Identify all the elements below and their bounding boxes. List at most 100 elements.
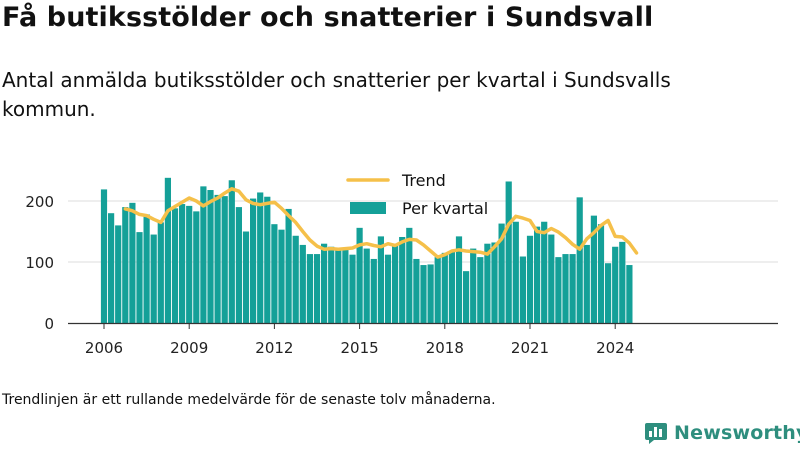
bar bbox=[434, 257, 441, 323]
bar bbox=[384, 254, 392, 323]
bar bbox=[129, 202, 136, 323]
bar bbox=[590, 215, 597, 323]
x-axis: 2006 2009 2012 2015 2018 2021 2024 bbox=[68, 322, 778, 357]
newsworthy-logo: Newsworthy bbox=[644, 419, 800, 447]
x-tick-label: 2009 bbox=[170, 339, 208, 357]
bar bbox=[278, 229, 285, 323]
brand-name: Newsworthy bbox=[674, 422, 800, 444]
bar-chart-icon bbox=[645, 423, 667, 444]
bar bbox=[470, 248, 477, 323]
bar bbox=[413, 258, 420, 323]
bar bbox=[484, 243, 491, 323]
y-axis-ticks: 0 100 200 bbox=[25, 193, 54, 333]
trend-line bbox=[123, 187, 639, 259]
bar bbox=[463, 271, 470, 323]
bar bbox=[491, 242, 498, 323]
legend-bars-swatch bbox=[350, 202, 386, 214]
y-tick-label: 200 bbox=[25, 193, 54, 211]
bar bbox=[299, 244, 306, 323]
chart-title: Få butiksstölder och snatterier i Sundsv… bbox=[2, 2, 654, 33]
bar bbox=[441, 252, 448, 323]
bar bbox=[264, 196, 271, 323]
bar bbox=[377, 236, 384, 323]
x-tick-label: 2006 bbox=[85, 339, 123, 357]
bar bbox=[115, 225, 122, 323]
bar bbox=[214, 194, 221, 323]
bar bbox=[164, 177, 171, 323]
y-tick-label: 100 bbox=[25, 254, 54, 272]
bar bbox=[505, 181, 512, 323]
bar bbox=[179, 204, 186, 323]
bar bbox=[569, 254, 576, 323]
bar bbox=[576, 197, 583, 323]
x-tick-label: 2012 bbox=[255, 339, 293, 357]
bar bbox=[292, 235, 299, 323]
bar bbox=[108, 213, 115, 323]
bar bbox=[271, 224, 278, 323]
bar bbox=[100, 189, 108, 323]
bar bbox=[548, 234, 555, 323]
bar bbox=[356, 227, 363, 323]
x-tick-label: 2015 bbox=[341, 339, 379, 357]
bar bbox=[370, 258, 377, 323]
bar bbox=[228, 180, 235, 323]
footnote: Trendlinjen är ett rullande medelvärde f… bbox=[2, 392, 496, 408]
bar bbox=[605, 263, 612, 323]
bar bbox=[235, 207, 242, 323]
bar bbox=[328, 246, 335, 323]
bar bbox=[512, 221, 519, 323]
legend: Trend Per kvartal bbox=[346, 171, 488, 218]
bar bbox=[250, 198, 257, 323]
bar bbox=[392, 244, 399, 323]
bar bbox=[519, 256, 526, 323]
bar bbox=[448, 251, 455, 323]
bar bbox=[321, 243, 328, 323]
bar bbox=[285, 208, 292, 323]
bar bbox=[171, 208, 179, 323]
bar-line-chart: 0 100 200 2006 2009 2012 2015 2018 2021 2024 Tre… bbox=[25, 171, 778, 357]
bar bbox=[313, 254, 321, 323]
bar bbox=[420, 265, 427, 323]
bar bbox=[363, 248, 370, 323]
y-tick-label: 0 bbox=[44, 315, 54, 333]
bar bbox=[349, 254, 356, 323]
bar bbox=[342, 248, 349, 323]
bar bbox=[399, 236, 406, 323]
bar bbox=[619, 241, 626, 323]
x-tick-label: 2021 bbox=[511, 339, 549, 357]
bar bbox=[455, 236, 463, 323]
bar bbox=[526, 235, 534, 323]
bar bbox=[257, 192, 264, 323]
bar bbox=[335, 247, 342, 323]
bar bbox=[221, 196, 228, 323]
bar bbox=[143, 214, 150, 323]
bar bbox=[193, 211, 200, 323]
chart-subtitle: Antal anmälda butiksstölder och snatteri… bbox=[2, 68, 671, 121]
bar bbox=[498, 223, 505, 323]
bar bbox=[626, 265, 633, 323]
bar bbox=[157, 222, 164, 323]
bar bbox=[136, 232, 143, 323]
legend-bars-label: Per kvartal bbox=[402, 199, 488, 218]
legend-trend-label: Trend bbox=[401, 171, 446, 190]
bar bbox=[207, 190, 214, 323]
bar bbox=[534, 226, 541, 323]
bar bbox=[597, 224, 605, 323]
bar bbox=[200, 186, 207, 323]
bar bbox=[541, 221, 548, 323]
bar bbox=[612, 246, 619, 323]
x-tick-label: 2018 bbox=[426, 339, 464, 357]
bar bbox=[583, 244, 590, 323]
bar bbox=[562, 254, 569, 323]
bar bbox=[555, 257, 562, 323]
bar bbox=[242, 231, 250, 323]
bar-series bbox=[100, 177, 633, 323]
bar bbox=[427, 264, 434, 323]
bar bbox=[477, 257, 484, 323]
bar bbox=[406, 227, 413, 323]
x-tick-label: 2024 bbox=[596, 339, 634, 357]
bar bbox=[186, 205, 193, 323]
bar bbox=[122, 207, 129, 323]
bar bbox=[150, 234, 157, 323]
bar bbox=[306, 254, 313, 323]
